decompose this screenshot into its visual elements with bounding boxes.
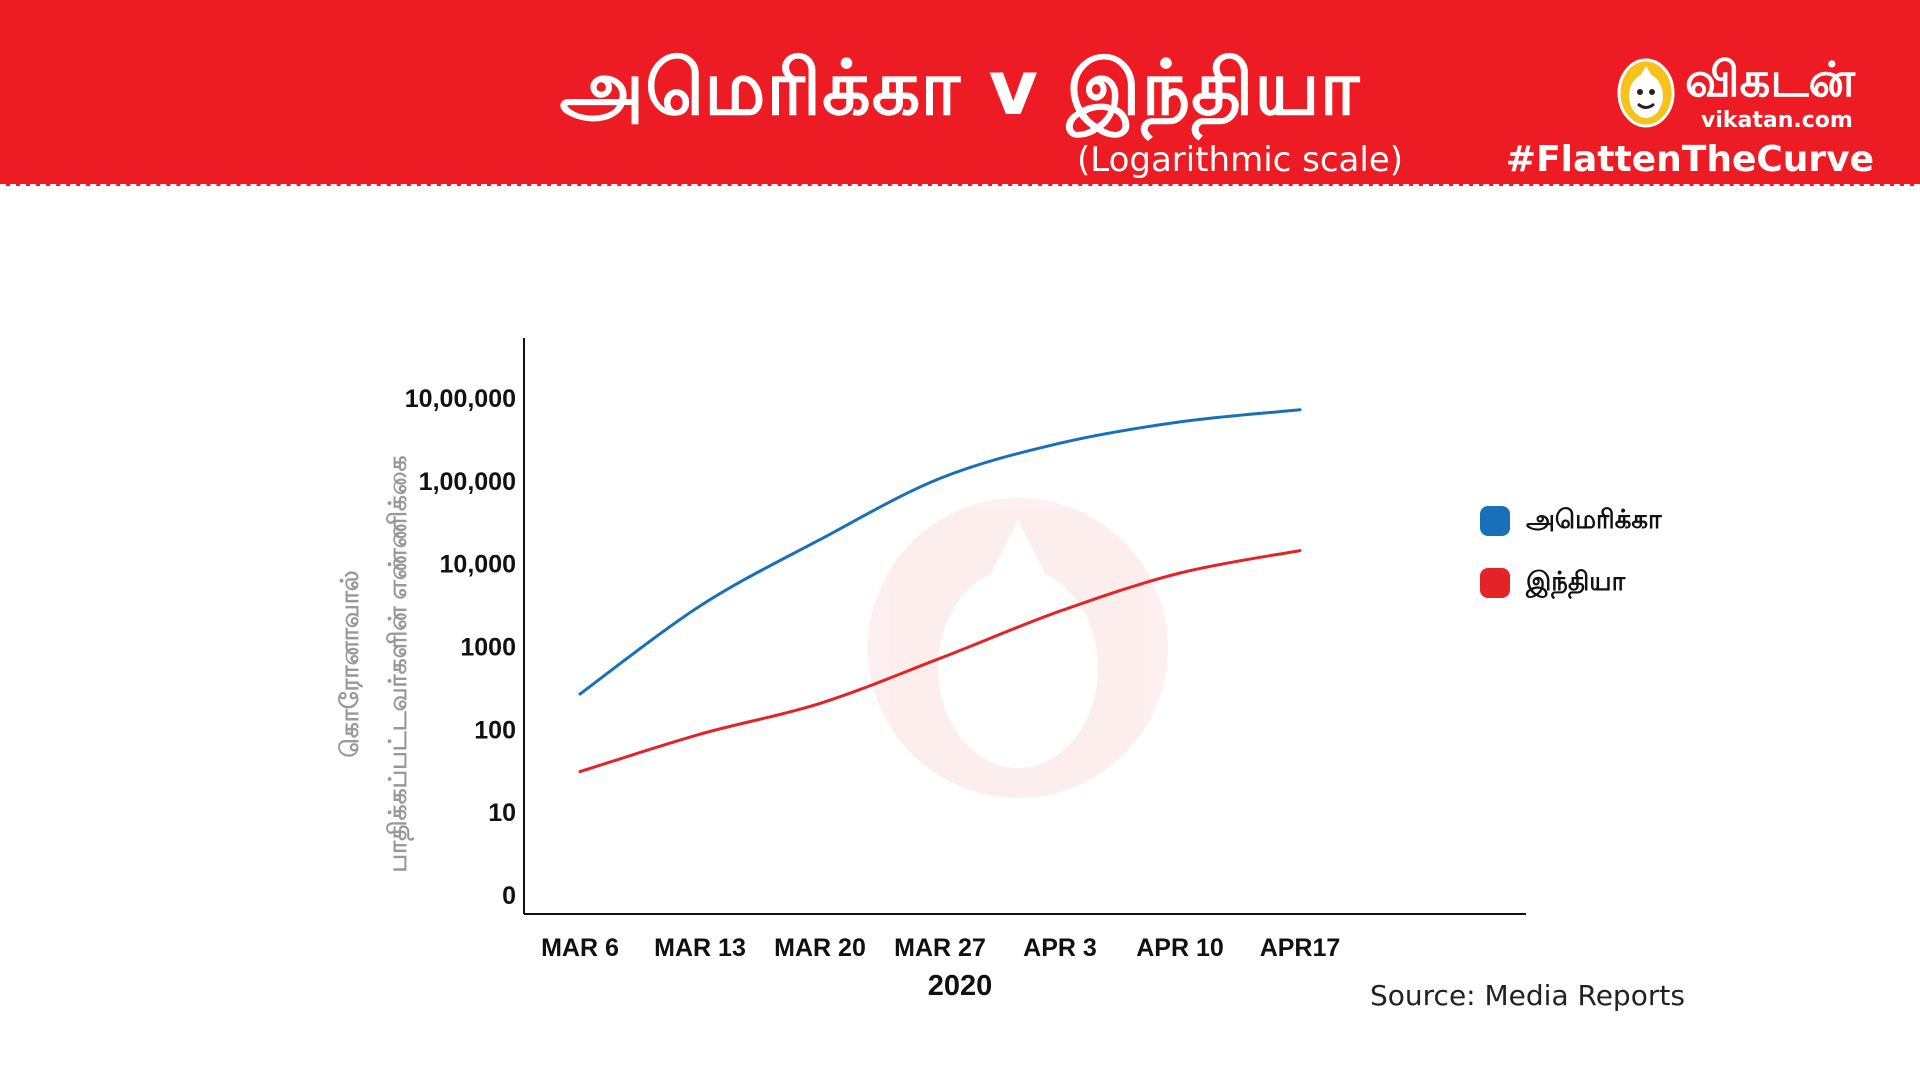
- brand-url: vikatan.com: [1701, 108, 1853, 133]
- series-line-usa: [578, 408, 1302, 696]
- hashtag: #FlattenTheCurve: [1505, 139, 1875, 180]
- y-tick-label: 1,00,000: [419, 468, 516, 496]
- watermark-logo-icon: [868, 498, 1168, 798]
- chart-legend: அமெரிக்கா இந்தியா: [1480, 500, 1740, 624]
- y-tick-label: 1000: [460, 634, 516, 662]
- y-tick-label: 0: [502, 882, 516, 910]
- vikatan-logo-icon: [1617, 58, 1675, 128]
- legend-label-usa: அமெரிக்கா: [1526, 505, 1662, 535]
- page-title: அமெரிக்கா v இந்தியா: [559, 43, 1361, 132]
- x-tick-label: MAR 13: [654, 934, 746, 962]
- legend-swatch-usa: [1480, 506, 1510, 536]
- y-axis-label-line-2: பாதிக்கப்பட்டவர்களின் எண்ணிக்கை: [384, 455, 415, 872]
- source-note: Source: Media Reports: [1370, 979, 1685, 1012]
- x-tick-label: MAR 6: [541, 934, 619, 962]
- legend-item-usa: அமெரிக்கா: [1480, 500, 1740, 540]
- y-tick-label: 10: [488, 799, 516, 827]
- y-tick-label: 10,00,000: [405, 385, 516, 413]
- y-axis-label-line-1: கொரோனாவால்: [336, 570, 364, 757]
- brand-block: விகடன் vikatan.com: [1615, 52, 1875, 142]
- brand-name: விகடன்: [1685, 52, 1856, 108]
- series-line-india: [578, 549, 1302, 774]
- y-tick-label: 10,000: [440, 551, 516, 579]
- x-tick-label: MAR 27: [894, 934, 986, 962]
- x-tick-label: APR 3: [1023, 934, 1097, 962]
- legend-label-india: இந்தியா: [1526, 567, 1626, 597]
- x-tick-label: APR 10: [1136, 934, 1224, 962]
- legend-item-india: இந்தியா: [1480, 562, 1740, 602]
- x-tick-label: APR17: [1260, 934, 1341, 962]
- legend-swatch-india: [1480, 568, 1510, 598]
- page-subtitle: (Logarithmic scale): [1076, 140, 1404, 180]
- x-tick-label: MAR 20: [774, 934, 866, 962]
- header-banner: அமெரிக்கா v இந்தியா (Logarithmic scale) …: [0, 0, 1920, 186]
- y-tick-label: 100: [474, 716, 516, 744]
- x-axis-label: 2020: [928, 970, 993, 1002]
